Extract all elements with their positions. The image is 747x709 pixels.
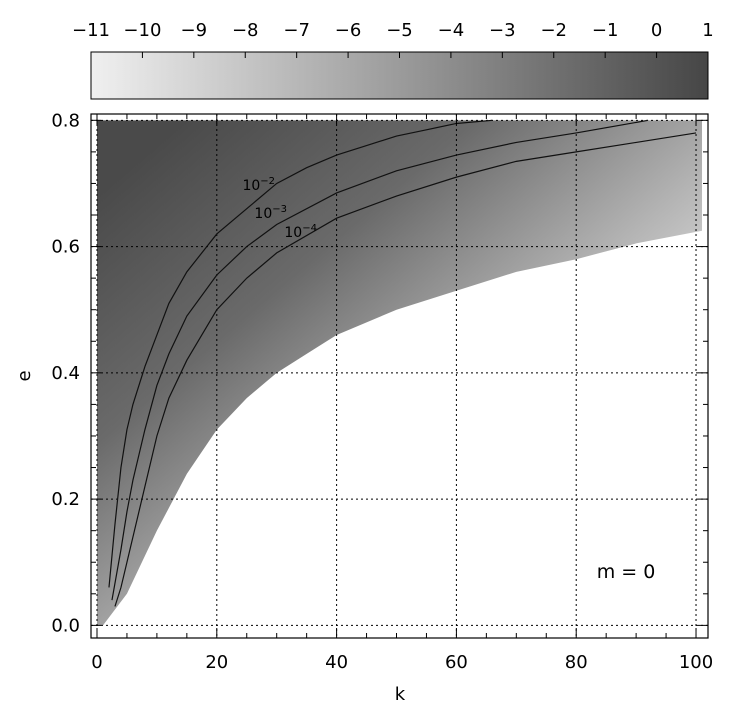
colorbar-ticks: −11 −10 −9 −8 −7 −6 −5 −4 −3 −2 −1 0 1 [72,20,714,58]
x-axis-label: k [395,684,406,705]
x-tick-labels: 0 20 40 60 80 100 [91,652,713,673]
y-tick-label: 0.0 [51,615,80,636]
plot-frame [90,113,709,639]
colorbar-tick-label: −2 [540,20,567,41]
y-tick-label: 0.6 [51,237,80,258]
colorbar-tick-label: −6 [335,20,362,41]
y-axis-label: e [14,370,35,381]
x-tick-label: 100 [679,652,713,673]
colorbar-fill [90,51,709,100]
x-tick-label: 0 [91,652,102,673]
colorbar-tick-label: 0 [651,20,662,41]
colorbar-tick-label: −8 [232,20,259,41]
y-tick-labels: 0.0 0.2 0.4 0.6 0.8 [51,110,80,636]
grid-lines [91,114,708,638]
y-tick-label: 0.8 [51,110,80,131]
colorbar-tick-label: −10 [123,20,161,41]
colorbar-tick-label: −1 [592,20,619,41]
contour-line [111,119,649,601]
colorbar-tick-label: −7 [283,20,310,41]
contour-line [114,132,697,607]
axis-ticks [91,114,708,638]
x-tick-label: 80 [565,652,588,673]
x-tick-label: 20 [205,652,228,673]
annotation-m: m = 0 [597,561,656,583]
contour-line [108,119,493,588]
contour-lines [108,119,697,607]
colorbar-tick-label: 1 [702,20,713,41]
colorbar-tick-label: −9 [181,20,208,41]
colorbar-tick-label: −3 [489,20,516,41]
colorbar-tick-label: −11 [72,20,110,41]
y-tick-label: 0.2 [51,489,80,510]
y-tick-label: 0.4 [51,363,80,384]
colorbar-tick-label: −4 [438,20,465,41]
colorbar-tick-label: −5 [386,20,413,41]
plot-area: 10−210−310−4 0 20 40 60 80 100 0.00.20.40.60.… [14,110,713,705]
colorbar: −11 −10 −9 −8 −7 −6 −5 −4 −3 −2 −1 0 1 [72,20,714,100]
heatmap-field [96,120,703,626]
x-tick-label: 40 [325,652,348,673]
x-tick-label: 60 [445,652,468,673]
